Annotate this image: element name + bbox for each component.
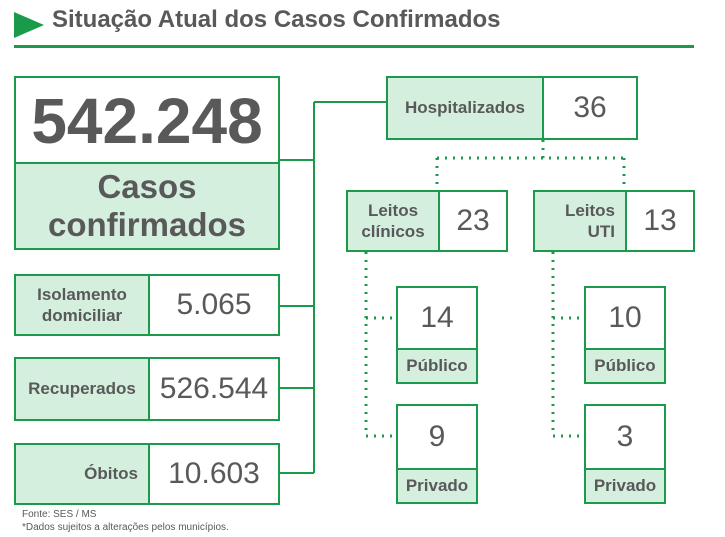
- obitos-card: Óbitos 10.603: [14, 443, 280, 505]
- uti-publico-label: Público: [584, 348, 666, 384]
- total-cases-value: 542.248: [31, 85, 263, 157]
- footer-note: *Dados sujeitos a alterações pelos munic…: [22, 522, 229, 533]
- uti-privado-value: 3: [616, 420, 634, 453]
- leitos-clinicos-value: 23: [456, 204, 490, 237]
- leitos-clinicos-label-line2: clínicos: [361, 222, 425, 241]
- leitos-clinicos-label-line1: Leitos: [367, 201, 419, 220]
- recuperados-card: Recuperados 526.544: [14, 357, 280, 421]
- footer-source: Fonte: SES / MS: [22, 509, 97, 520]
- hospitalizados-card: Hospitalizados 36: [386, 76, 638, 140]
- obitos-label: Óbitos: [14, 443, 150, 505]
- clinicos-privado-card: 9 Privado: [396, 404, 478, 504]
- uti-privado-label: Privado: [584, 468, 666, 504]
- uti-publico-card: 10 Público: [584, 286, 666, 384]
- clinicos-publico-value: 14: [420, 301, 454, 334]
- leitos-clinicos-label: Leitos clínicos: [346, 190, 440, 252]
- leitos-uti-card: Leitos UTI 13: [533, 190, 695, 252]
- isolamento-card: Isolamento domiciliar 5.065: [14, 274, 280, 336]
- leitos-uti-label: Leitos UTI: [533, 190, 627, 252]
- title-arrow-icon: [14, 12, 44, 38]
- clinicos-privado-label: Privado: [396, 468, 478, 504]
- page-title: Situação Atual dos Casos Confirmados: [52, 6, 501, 33]
- uti-publico-value: 10: [608, 301, 642, 334]
- total-cases-label-line1: Casos: [97, 168, 197, 205]
- isolamento-value: 5.065: [176, 288, 252, 321]
- total-cases-card: 542.248 Casos confirmados: [14, 76, 280, 250]
- hospitalizados-value: 36: [573, 91, 607, 124]
- total-cases-label: Casos confirmados: [14, 162, 280, 250]
- leitos-uti-label-line1: Leitos: [564, 201, 615, 220]
- title-underline: [14, 45, 694, 48]
- leitos-uti-label-line2: UTI: [587, 222, 615, 241]
- recuperados-value: 526.544: [159, 372, 269, 405]
- isolamento-label-line2: domiciliar: [41, 306, 123, 325]
- leitos-uti-value: 13: [643, 204, 677, 237]
- leitos-clinicos-card: Leitos clínicos 23: [346, 190, 508, 252]
- total-cases-label-line2: confirmados: [47, 206, 247, 243]
- uti-privado-card: 3 Privado: [584, 404, 666, 504]
- clinicos-publico-card: 14 Público: [396, 286, 478, 384]
- clinicos-publico-label: Público: [396, 348, 478, 384]
- clinicos-privado-value: 9: [428, 420, 446, 453]
- recuperados-label: Recuperados: [14, 357, 150, 421]
- hospitalizados-label: Hospitalizados: [386, 76, 544, 140]
- isolamento-label-line1: Isolamento: [37, 285, 127, 304]
- obitos-value: 10.603: [168, 457, 260, 490]
- isolamento-label: Isolamento domiciliar: [14, 274, 150, 336]
